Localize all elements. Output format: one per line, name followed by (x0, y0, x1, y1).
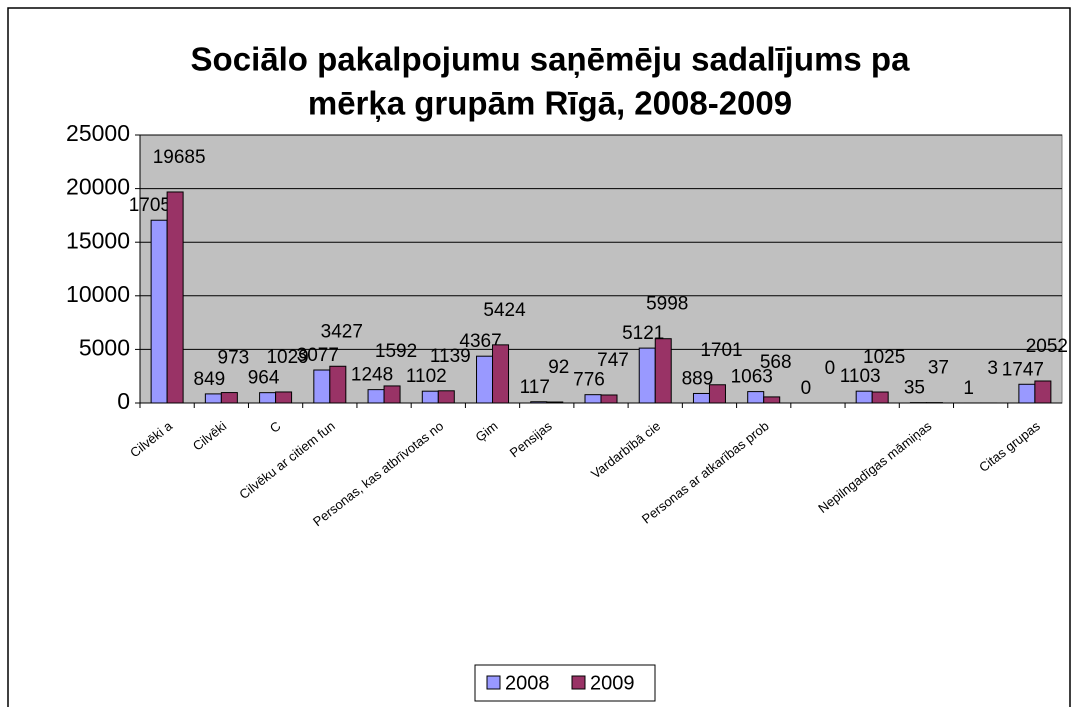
data-label: 5998 (646, 294, 688, 315)
bar (275, 391, 293, 404)
bar (654, 338, 672, 404)
bar (546, 401, 564, 404)
legend-box (474, 664, 656, 702)
y-tick-label: 20000 (66, 174, 130, 200)
data-label: 35 (904, 378, 925, 399)
bar (492, 344, 510, 404)
data-label: 568 (760, 352, 792, 373)
data-label: 3 (987, 358, 998, 379)
data-label: 776 (573, 370, 605, 391)
chart-title: Sociālo pakalpojumu saņēmēju sadalījums … (191, 41, 911, 78)
data-label: 1747 (1002, 359, 1044, 380)
legend-label: 2008 (505, 672, 550, 694)
legend-swatch (486, 675, 501, 690)
data-label: 37 (928, 358, 949, 379)
data-label: 973 (218, 348, 250, 369)
bar (855, 390, 873, 404)
y-tick-label: 25000 (66, 120, 130, 146)
bar (692, 392, 710, 404)
bar (1034, 380, 1052, 404)
bar (220, 392, 238, 404)
bar (763, 396, 781, 404)
bar (871, 391, 889, 404)
bar (708, 384, 726, 404)
bar (600, 394, 618, 404)
bar (329, 365, 347, 404)
bar (204, 393, 222, 404)
data-label: 19685 (153, 147, 206, 168)
bar (259, 392, 277, 404)
bar (150, 219, 168, 404)
bar (313, 369, 331, 404)
bar (747, 391, 765, 404)
bar (367, 389, 385, 404)
data-label: 3427 (321, 321, 363, 342)
bar (530, 401, 548, 404)
data-label: 4367 (459, 331, 501, 352)
y-tick-label: 5000 (79, 334, 130, 360)
data-label: 1103 (840, 366, 881, 387)
data-label: 1025 (863, 347, 905, 368)
data-label: 1592 (375, 341, 417, 362)
data-label: 889 (682, 368, 714, 389)
data-label: 1063 (731, 367, 773, 388)
bar (166, 191, 184, 404)
data-label: 1701 (700, 340, 742, 361)
data-label: 1139 (430, 346, 471, 367)
data-label: 849 (194, 369, 226, 390)
bar (383, 385, 401, 404)
legend-label: 2009 (590, 672, 635, 694)
bar (638, 347, 656, 404)
data-label: 0 (801, 378, 812, 399)
y-tick-label: 15000 (66, 227, 130, 253)
bar (584, 394, 602, 404)
data-label: 5424 (483, 300, 526, 321)
data-label: 1 (963, 378, 974, 399)
plot-area (139, 134, 1063, 404)
y-tick-label: 0 (117, 388, 130, 414)
data-label: 964 (248, 368, 280, 389)
data-label: 117 (520, 377, 550, 398)
legend-swatch (571, 675, 586, 690)
data-label: 1248 (351, 365, 393, 386)
data-label: 1029 (266, 347, 308, 368)
data-label: 0 (825, 358, 836, 379)
data-label: 747 (597, 350, 629, 371)
bar (1018, 383, 1036, 404)
y-tick-label: 10000 (66, 281, 130, 307)
data-label: 92 (548, 357, 569, 378)
bar (476, 355, 494, 404)
chart-title: mērķa grupām Rīgā, 2008-2009 (308, 85, 792, 122)
data-label: 1102 (406, 366, 447, 387)
data-label: 5121 (622, 323, 664, 344)
bar (437, 390, 455, 404)
bar (421, 390, 439, 404)
data-label: 3077 (297, 345, 339, 366)
data-label: 2052 (1026, 336, 1068, 357)
